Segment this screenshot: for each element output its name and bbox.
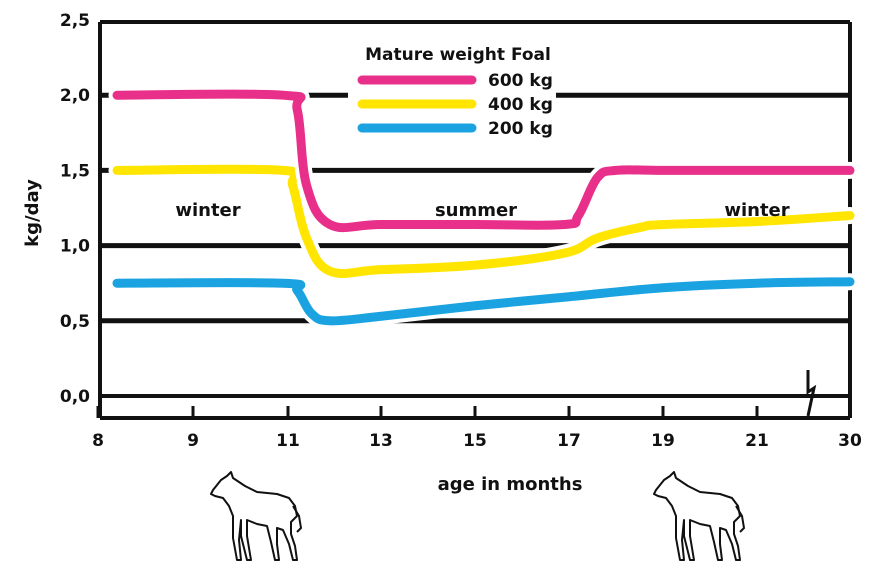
legend-label: 200 kg <box>488 119 553 139</box>
x-tick-label: 19 <box>651 431 675 451</box>
season-label-winter-2: winter <box>724 200 789 221</box>
x-tick-label: 21 <box>745 431 769 451</box>
series-group <box>108 85 859 330</box>
y-tick-label: 0,5 <box>60 312 90 332</box>
x-tick-label: 9 <box>187 431 199 451</box>
axes <box>96 20 852 420</box>
y-axis-title: kg/day <box>22 179 43 247</box>
axis-break-icon <box>806 370 817 417</box>
y-tick-label: 1,0 <box>60 237 90 257</box>
foal-icon <box>653 471 746 561</box>
y-tick-label: 2,5 <box>60 11 90 31</box>
y-tick-label: 0,0 <box>60 387 90 407</box>
x-tick-label: 11 <box>276 431 300 451</box>
season-label-winter-1: winter <box>175 200 240 221</box>
x-tick-labels: 8 9 11 13 15 17 19 21 30 <box>92 431 862 451</box>
legend: Mature weight Foal 600 kg 400 kg 200 kg <box>348 45 556 139</box>
series-line-600kg <box>112 89 855 233</box>
foal-icon <box>210 471 303 561</box>
legend-label: 600 kg <box>488 71 553 91</box>
season-labels: winter summer winter <box>175 200 789 221</box>
x-tick-label: 15 <box>463 431 487 451</box>
y-tick-label: 1,5 <box>60 161 90 181</box>
x-tick-label: 13 <box>369 431 393 451</box>
y-tick-labels: 0,0 0,5 1,0 1,5 2,0 2,5 <box>60 11 90 407</box>
season-label-summer: summer <box>435 200 517 221</box>
series-line-200kg <box>112 277 855 326</box>
legend-title: Mature weight Foal <box>365 45 551 65</box>
x-tick-label: 30 <box>838 431 862 451</box>
x-axis-title: age in months <box>438 474 583 495</box>
legend-label: 400 kg <box>488 95 553 115</box>
x-tick-label: 17 <box>557 431 581 451</box>
x-tick-label: 8 <box>92 431 104 451</box>
series-line-400kg <box>112 164 855 278</box>
y-tick-label: 2,0 <box>60 86 90 106</box>
